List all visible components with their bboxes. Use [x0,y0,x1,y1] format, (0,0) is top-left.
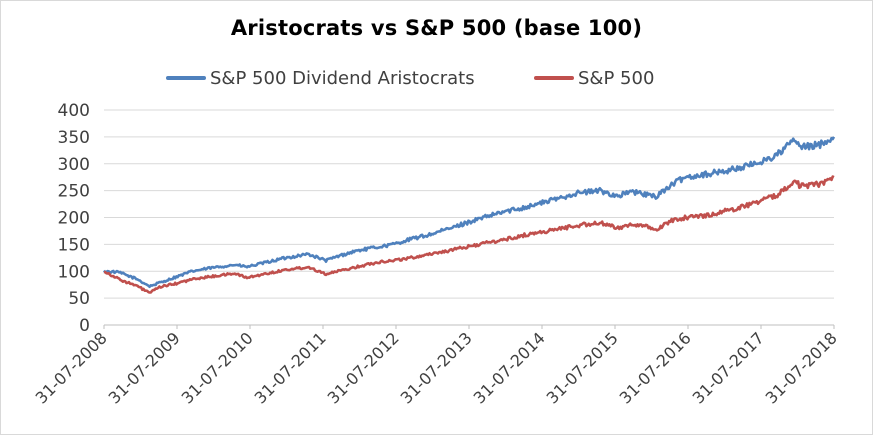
y-tick-label: 0 [79,316,90,336]
y-tick-label: 50 [68,289,90,309]
x-tick-label: 31-07-2014 [470,328,549,407]
line-chart: 05010015020025030035040031-07-200831-07-… [0,0,873,435]
x-tick-label: 31-07-2015 [543,328,622,407]
y-tick-label: 400 [58,101,90,121]
x-tick-label: 31-07-2010 [178,328,257,407]
x-tick-label: 31-07-2017 [689,328,768,407]
y-tick-label: 300 [58,155,90,175]
x-tick-label: 31-07-2012 [324,328,403,407]
x-tick-label: 31-07-2008 [32,328,111,407]
x-tick-label: 31-07-2016 [616,328,695,407]
y-tick-label: 200 [58,209,90,229]
series-line-sp500 [104,177,834,293]
x-tick-label: 31-07-2018 [762,328,841,407]
x-tick-label: 31-07-2013 [397,328,476,407]
y-tick-label: 150 [58,235,90,255]
y-tick-label: 350 [58,128,90,148]
x-tick-label: 31-07-2009 [105,328,184,407]
y-tick-label: 100 [58,262,90,282]
x-tick-label: 31-07-2011 [251,328,330,407]
y-tick-label: 250 [58,182,90,202]
